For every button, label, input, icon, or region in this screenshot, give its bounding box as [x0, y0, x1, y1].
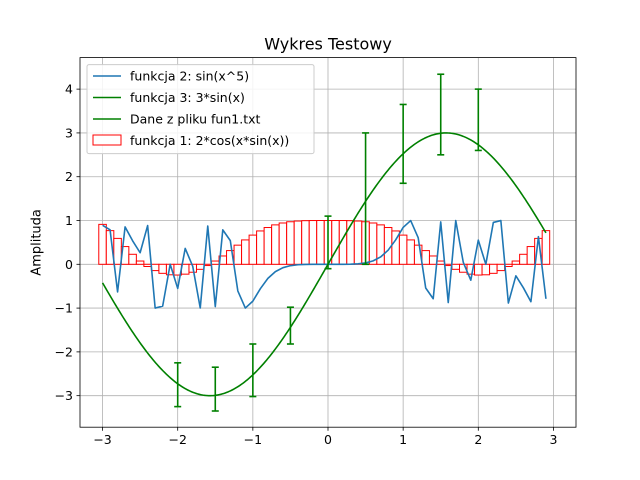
bar: [241, 239, 250, 265]
legend-entry-4: funkcja 1: 2*cos(x*sin(x)): [92, 133, 289, 148]
errorbar-layer: [174, 73, 482, 412]
y-tick-label: −1: [55, 301, 73, 316]
errorbar-point: [362, 132, 370, 266]
x-tick-label: 0: [324, 432, 332, 447]
x-tick-label: −1: [244, 432, 262, 447]
errorbar-point: [437, 73, 445, 156]
bar: [195, 263, 205, 270]
y-tick-label: 3: [65, 125, 73, 140]
errorbar-point: [399, 103, 407, 185]
x-tick-label: 2: [474, 432, 482, 447]
bar: [368, 222, 378, 265]
bar: [150, 263, 160, 272]
bar: [263, 227, 273, 265]
bar: [541, 230, 551, 265]
y-tick-label: −2: [55, 344, 73, 359]
bar: [346, 220, 355, 265]
bar: [158, 263, 167, 274]
legend-entry-2: funkcja 3: 3*sin(x): [93, 90, 245, 105]
errorbar-point: [174, 362, 182, 408]
bar: [278, 222, 288, 265]
y-tick-label: 0: [65, 257, 73, 272]
bar: [428, 255, 438, 265]
lines-layer: [101, 132, 547, 397]
y-tick-label: 2: [65, 169, 73, 184]
bar: [331, 220, 340, 265]
bar: [519, 253, 528, 265]
bar: [135, 260, 145, 265]
series-line-2: [101, 132, 547, 397]
x-tick-label: 3: [549, 432, 557, 447]
legend-label-4: funkcja 1: 2*cos(x*sin(x)): [130, 133, 289, 148]
errorbar-point: [324, 215, 332, 270]
bar: [293, 220, 303, 265]
y-axis-label: Amplituda: [30, 209, 45, 276]
ticks-layer: −3 −2 −1 0 1 2 3 −3 −2 −1 0 1 2 3 4: [55, 82, 558, 448]
bar: [511, 260, 521, 265]
bar: [301, 220, 310, 265]
bar: [203, 263, 213, 267]
bar: [113, 237, 122, 265]
y-tick-label: 4: [65, 82, 73, 97]
x-tick-label: −2: [168, 432, 186, 447]
chart-title: Wykres Testowy: [264, 35, 392, 54]
bar: [98, 223, 107, 265]
x-tick-label: 1: [399, 432, 407, 447]
legend-label-1: funkcja 2: sin(x^5): [130, 69, 249, 84]
bar: [421, 250, 430, 265]
bar: [233, 244, 243, 265]
legend-entry-1: funkcja 2: sin(x^5): [93, 69, 249, 84]
y-tick-label: 1: [65, 213, 73, 228]
y-tick-label: −3: [55, 388, 73, 403]
legend-box: [86, 64, 315, 155]
legend: funkcja 2: sin(x^5) funkcja 3: 3*sin(x) …: [86, 64, 315, 155]
legend-handle-4: [92, 134, 122, 146]
series-line-1: [102, 219, 547, 309]
errorbar-point: [474, 88, 482, 152]
errorbar-point: [211, 366, 219, 412]
legend-label-3: Dane z pliku fun1.txt: [130, 112, 261, 127]
bar: [353, 220, 363, 265]
bar: [248, 234, 258, 265]
errorbar-point: [286, 306, 294, 345]
bar: [308, 220, 318, 265]
bar: [256, 230, 265, 265]
bar: [398, 234, 408, 265]
bar: [271, 224, 280, 265]
errorbar-point: [249, 343, 257, 398]
bar: [286, 221, 295, 265]
bar: [526, 246, 536, 265]
bar: [211, 260, 220, 265]
bar: [406, 239, 415, 265]
bar: [481, 263, 491, 276]
legend-label-2: funkcja 3: 3*sin(x): [130, 90, 245, 105]
bar: [436, 260, 445, 265]
x-tick-label: −3: [93, 432, 111, 447]
bar: [474, 263, 483, 276]
bar: [451, 263, 461, 270]
bar: [128, 253, 137, 265]
legend-entry-3: Dane z pliku fun1.txt: [93, 112, 261, 127]
bar: [316, 220, 325, 265]
bar: [489, 263, 498, 274]
bar: [143, 263, 152, 267]
bar: [496, 263, 506, 272]
